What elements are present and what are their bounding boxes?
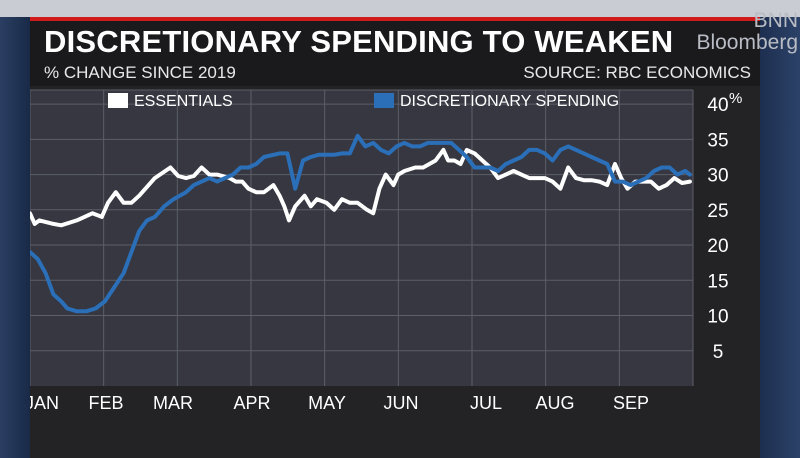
x-tick-label: APR — [233, 393, 270, 413]
background-right — [760, 0, 800, 458]
y-tick-label: 15 — [707, 271, 728, 292]
red-accent-rule — [30, 17, 760, 21]
x-tick-label: FEB — [88, 393, 123, 413]
series-line-discretionary-spending — [30, 133, 692, 314]
chart-panel: ESSENTIALS DISCRETIONARY SPENDING % 5 10 15 2… — [30, 86, 760, 458]
grid-layer — [30, 89, 694, 386]
chart-subtitle: % CHANGE SINCE 2019 — [44, 63, 236, 82]
y-tick-label: 30 — [707, 166, 728, 187]
background-left — [0, 0, 30, 458]
x-tick-label: SEP — [613, 393, 649, 413]
series-line-essentials — [30, 147, 692, 228]
source-label: SOURCE: RBC ECONOMICS — [523, 63, 751, 82]
legend-swatch-essentials — [108, 93, 128, 108]
x-tick-label: JUL — [470, 393, 502, 413]
x-tick-label: MAY — [308, 393, 346, 413]
y-tick-label: 25 — [707, 201, 728, 222]
y-tick-label: 35 — [707, 130, 728, 151]
bnn-bloomberg-logo: BNN Bloomberg — [648, 10, 798, 54]
chart-header: DISCRETIONARY SPENDING TO WEAKEN % CHANG… — [30, 21, 760, 86]
y-tick-label: 5 — [713, 342, 724, 363]
legend-label-essentials: ESSENTIALS — [134, 93, 233, 110]
logo-line-bnn: BNN — [753, 9, 798, 32]
legend-label-discretionary-spending: DISCRETIONARY SPENDING — [400, 93, 619, 110]
axis-layer: % 5 10 15 20 25 30 35 40 JAN FEB MAR APR MAY JUN JUL AUG… — [30, 90, 742, 413]
logo-line-bloomberg: Bloomberg — [696, 31, 798, 54]
legend-swatch-discretionary-spending — [374, 93, 394, 108]
series-layer — [30, 133, 692, 314]
x-tick-label: MAR — [153, 393, 193, 413]
y-axis-unit-label: % — [729, 90, 742, 107]
line-chart: ESSENTIALS DISCRETIONARY SPENDING % 5 10 15 2… — [30, 89, 742, 413]
x-tick-label: AUG — [535, 393, 574, 413]
x-tick-label: JUN — [384, 393, 419, 413]
y-tick-label: 10 — [707, 307, 728, 328]
chart-title: DISCRETIONARY SPENDING TO WEAKEN — [44, 24, 674, 59]
y-tick-label: 20 — [707, 236, 728, 257]
y-tick-label: 40 — [707, 95, 728, 116]
plot-area — [30, 90, 693, 386]
top-strip — [0, 0, 800, 17]
legend-layer: ESSENTIALS DISCRETIONARY SPENDING — [108, 93, 619, 110]
x-tick-label: JAN — [30, 393, 59, 413]
